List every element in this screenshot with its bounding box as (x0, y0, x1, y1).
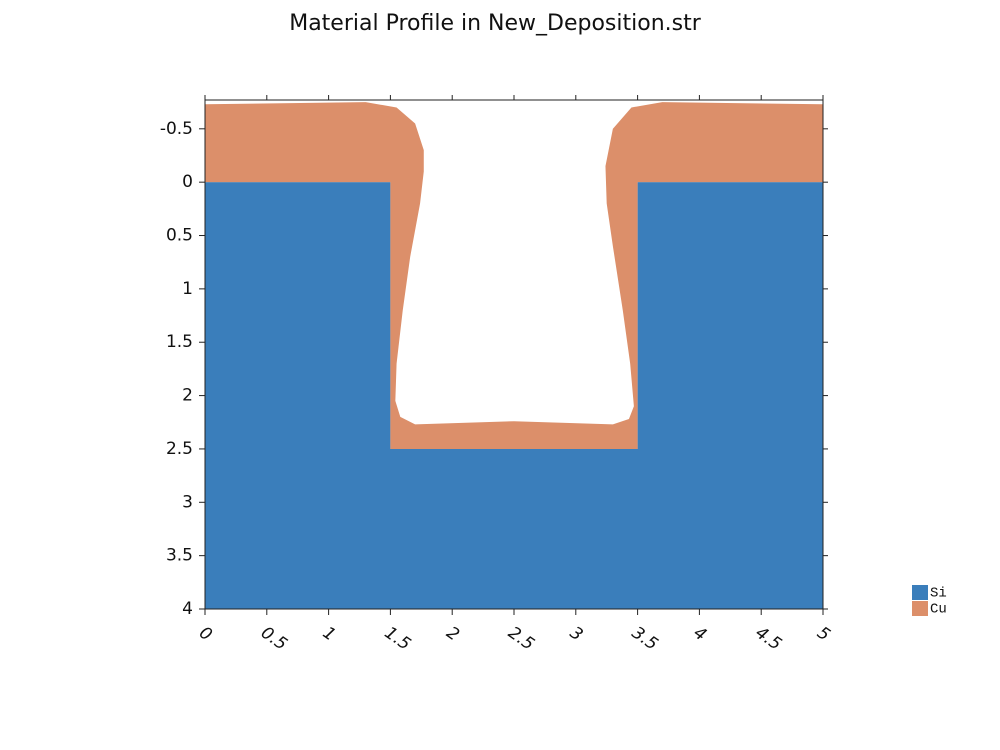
x-tick-label: 3 (566, 623, 586, 646)
x-tick-label: 0.5 (257, 623, 291, 655)
x-tick-label: 1 (319, 623, 339, 646)
material-region (205, 182, 823, 610)
material-region (205, 102, 823, 449)
y-tick-label: 1.5 (166, 332, 193, 352)
y-tick-label: 2.5 (166, 439, 193, 459)
x-tick-label: 3.5 (628, 623, 662, 655)
x-tick-label: 2.5 (504, 623, 538, 655)
legend-swatch (912, 585, 928, 600)
y-tick-label: 0.5 (166, 226, 193, 246)
y-tick-label: 3 (182, 492, 193, 512)
x-tick-label: 4 (690, 623, 710, 646)
y-tick-label: 4 (182, 599, 193, 619)
legend-swatch (912, 601, 928, 616)
x-tick-label: 5 (813, 623, 833, 646)
y-tick-label: 1 (182, 279, 193, 299)
y-tick-label: -0.5 (160, 119, 193, 139)
chart-title: Material Profile in New_Deposition.str (289, 11, 701, 36)
y-tick-label: 2 (182, 386, 193, 406)
y-tick-label: 3.5 (166, 546, 193, 566)
y-tick-label: 0 (182, 172, 193, 192)
legend-label: Si (930, 586, 947, 602)
x-tick-label: 1.5 (381, 623, 415, 655)
x-tick-label: 0 (195, 623, 215, 646)
x-tick-label: 4.5 (751, 623, 785, 655)
legend-label: Cu (930, 602, 947, 618)
x-tick-label: 2 (442, 623, 462, 646)
